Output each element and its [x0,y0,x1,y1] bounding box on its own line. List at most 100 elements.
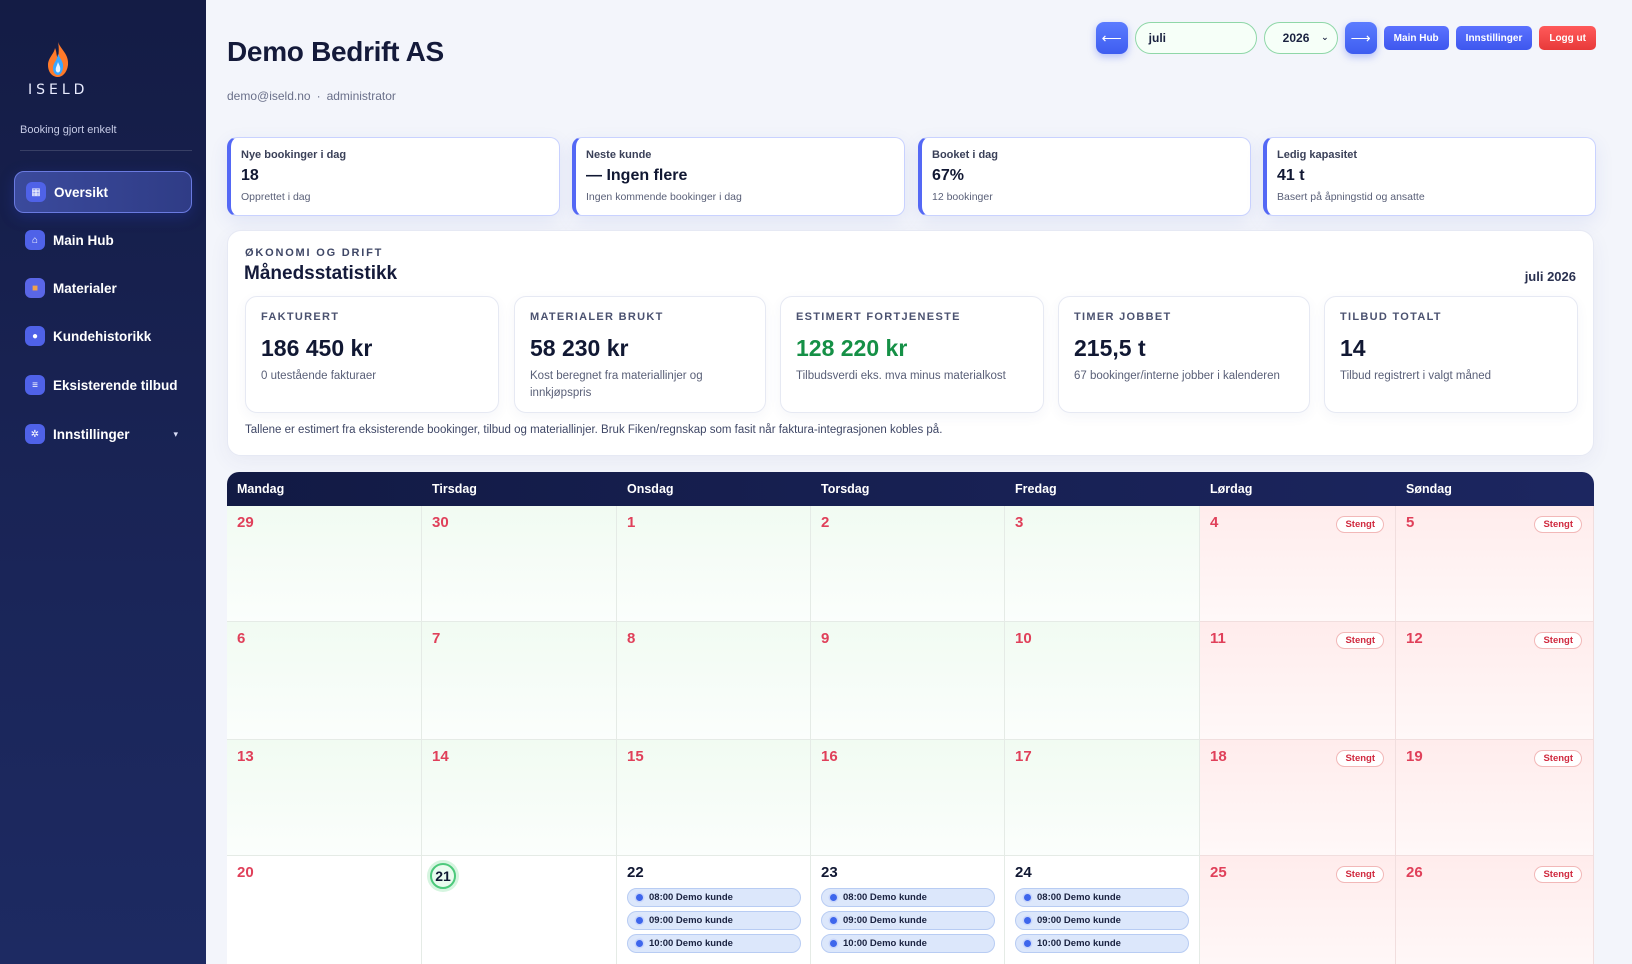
day-number: 18 [1210,748,1227,765]
stats-title: Månedsstatistikk [244,263,398,284]
weekday-label: Torsdag [821,482,870,496]
day-number: 3 [1015,514,1024,531]
closed-badge: Stengt [1534,866,1582,883]
calendar-day-cell[interactable]: 29 [227,506,422,622]
day-number: 12 [1406,630,1423,647]
calendar-day-cell[interactable]: 1 [617,506,811,622]
day-number: 7 [432,630,441,647]
day-number: 15 [627,748,644,765]
calendar-day-cell[interactable]: 18 Stengt [1200,740,1396,856]
day-number: 26 [1406,864,1423,881]
calendar-day-cell[interactable]: 30 [422,506,617,622]
stat-value: 215,5 t [1074,335,1146,361]
closed-badge: Stengt [1534,750,1582,767]
stat-sub: Tilbud registrert i valgt måned [1340,370,1492,382]
calendar-day-cell[interactable]: 19 Stengt [1396,740,1594,856]
calendar-day-cell[interactable]: 11 Stengt [1200,622,1396,740]
day-number: 9 [821,630,830,647]
day-number: 10 [1015,630,1032,647]
gear-icon: ✲ [25,424,45,444]
calendar-day-cell[interactable]: 7 [422,622,617,740]
booking-event[interactable]: 09:00 Demo kunde [627,911,801,930]
event-label: 09:00 Demo kunde [649,915,733,926]
booking-event[interactable]: 10:00 Demo kunde [1015,934,1189,953]
booking-event[interactable]: 10:00 Demo kunde [627,934,801,953]
event-label: 09:00 Demo kunde [843,915,927,926]
calendar-day-cell[interactable]: 15 [617,740,811,856]
year-select[interactable]: 2026 ⌄ [1263,22,1338,54]
sidebar-item-eksisterende-tilbud[interactable]: ≡ Eksisterende tilbud [14,364,192,406]
main-hub-button[interactable]: Main Hub [1383,26,1449,50]
calendar-day-cell[interactable]: 12 Stengt [1396,622,1594,740]
sidebar-item-materialer[interactable]: ■ Materialer [14,267,192,309]
stat-label: ESTIMERT FORTJENESTE [796,311,961,323]
calendar-day-cell[interactable]: 22 08:00 Demo kunde 09:00 Demo kunde 10:00 … [617,856,811,964]
calendar-day-cell[interactable]: 17 [1005,740,1200,856]
day-number: 11 [1210,630,1226,647]
kpi-value: 67% [932,167,965,184]
sidebar-item-innstillinger[interactable]: ✲ Innstillinger ▾ [14,413,192,455]
kpi-card-next-customer: Neste kunde — Ingen flere Ingen kommende… [572,137,905,216]
booking-event[interactable]: 08:00 Demo kunde [627,888,801,907]
stat-sub: Tilbudsverdi eks. mva minus materialkost [796,370,1006,382]
event-dot-icon [636,940,643,947]
event-dot-icon [636,917,643,924]
closed-badge: Stengt [1336,632,1384,649]
booking-event[interactable]: 08:00 Demo kunde [1015,888,1189,907]
event-label: 08:00 Demo kunde [649,892,733,903]
calendar-day-cell[interactable]: 3 [1005,506,1200,622]
calendar-day-cell[interactable]: 5 Stengt [1396,506,1594,622]
stats-note: Tallene er estimert fra eksisterende boo… [245,424,943,436]
iseld-logo[interactable]: ISELD [28,40,88,100]
kpi-value: — Ingen flere [586,167,688,184]
stat-value: 14 [1340,335,1366,361]
calendar-day-cell[interactable]: 21 [422,856,617,964]
stat-label: TILBUD TOTALT [1340,311,1442,323]
day-number: 20 [237,864,254,881]
event-dot-icon [830,917,837,924]
stat-label: FAKTURERT [261,311,340,323]
calendar-day-cell[interactable]: 13 [227,740,422,856]
calendar-day-cell[interactable]: 20 [227,856,422,964]
next-month-button[interactable]: ⟶ [1344,22,1377,54]
calendar-day-cell[interactable]: 6 [227,622,422,740]
calendar-day-cell[interactable]: 4 Stengt [1200,506,1396,622]
month-input[interactable]: juli [1134,22,1257,54]
flame-icon [48,42,69,77]
booking-event[interactable]: 08:00 Demo kunde [821,888,995,907]
booking-event[interactable]: 09:00 Demo kunde [1015,911,1189,930]
kpi-value: 41 t [1277,167,1305,184]
weekday-label: Søndag [1406,482,1452,496]
logout-button[interactable]: Logg ut [1539,26,1596,50]
calendar-day-cell[interactable]: 8 [617,622,811,740]
chevron-down-icon: ⌄ [1321,32,1329,42]
stat-value: 128 220 kr [796,335,908,361]
event-dot-icon [1024,917,1031,924]
sidebar-item-label: Materialer [53,280,117,296]
calendar-day-cell[interactable]: 14 [422,740,617,856]
booking-event[interactable]: 09:00 Demo kunde [821,911,995,930]
calendar-day-cell[interactable]: 25 Stengt [1200,856,1396,964]
sidebar-item-label: Kundehistorikk [53,328,152,344]
calendar-day-cell[interactable]: 9 [811,622,1005,740]
sidebar-item-kundehistorikk[interactable]: ● Kundehistorikk [14,315,192,357]
calendar-day-cell[interactable]: 10 [1005,622,1200,740]
calendar-day-cell[interactable]: 2 [811,506,1005,622]
booking-event[interactable]: 10:00 Demo kunde [821,934,995,953]
sidebar-item-main-hub[interactable]: ⌂ Main Hub [14,219,192,261]
day-number: 19 [1406,748,1423,765]
closed-badge: Stengt [1534,516,1582,533]
calendar-day-cell[interactable]: 24 08:00 Demo kunde 09:00 Demo kunde 10:00 … [1005,856,1200,964]
settings-button[interactable]: Innstillinger [1455,26,1533,50]
stat-card-fortjeneste: ESTIMERT FORTJENESTE 128 220 kr Tilbudsv… [780,296,1044,413]
prev-month-button[interactable]: ⟵ [1095,22,1128,54]
chevron-down-icon[interactable]: ▾ [173,428,178,439]
calendar-day-cell[interactable]: 23 08:00 Demo kunde 09:00 Demo kunde 10:00 … [811,856,1005,964]
calendar-day-cell[interactable]: 16 [811,740,1005,856]
weekday-label: Mandag [237,482,285,496]
day-number: 16 [821,748,838,765]
stat-card-materialer: MATERIALER BRUKT 58 230 kr Kost beregnet… [514,296,766,413]
sidebar-item-label: Main Hub [53,232,114,248]
sidebar-item-oversikt[interactable]: ▦ Oversikt [14,171,192,213]
calendar-day-cell[interactable]: 26 Stengt [1396,856,1594,964]
